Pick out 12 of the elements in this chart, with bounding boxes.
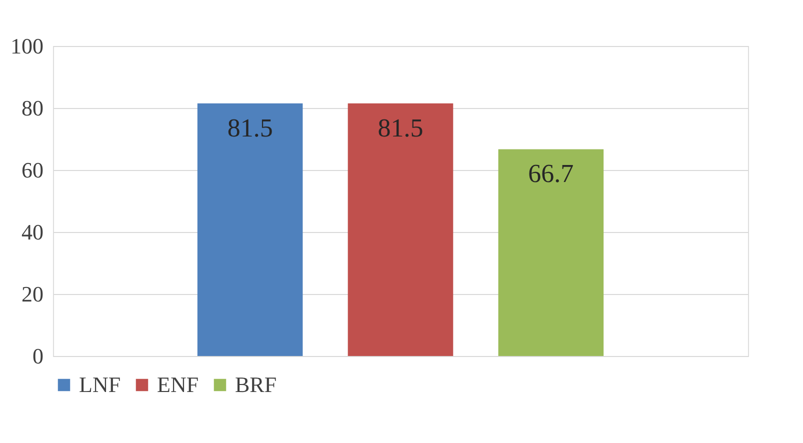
y-tick-label: 100 [10, 34, 44, 58]
data-label: 81.5 [227, 113, 273, 142]
legend-label: LNF [79, 372, 121, 397]
y-tick-label: 0 [32, 344, 44, 368]
legend-label: ENF [157, 372, 199, 397]
data-label: 81.5 [378, 113, 424, 142]
y-tick-label: 60 [22, 158, 44, 182]
y-tick-label: 40 [22, 220, 44, 244]
data-label: 66.7 [528, 159, 574, 188]
legend-label: BRF [235, 372, 277, 397]
y-tick-label: 20 [22, 282, 44, 306]
y-tick-label: 80 [22, 96, 44, 120]
